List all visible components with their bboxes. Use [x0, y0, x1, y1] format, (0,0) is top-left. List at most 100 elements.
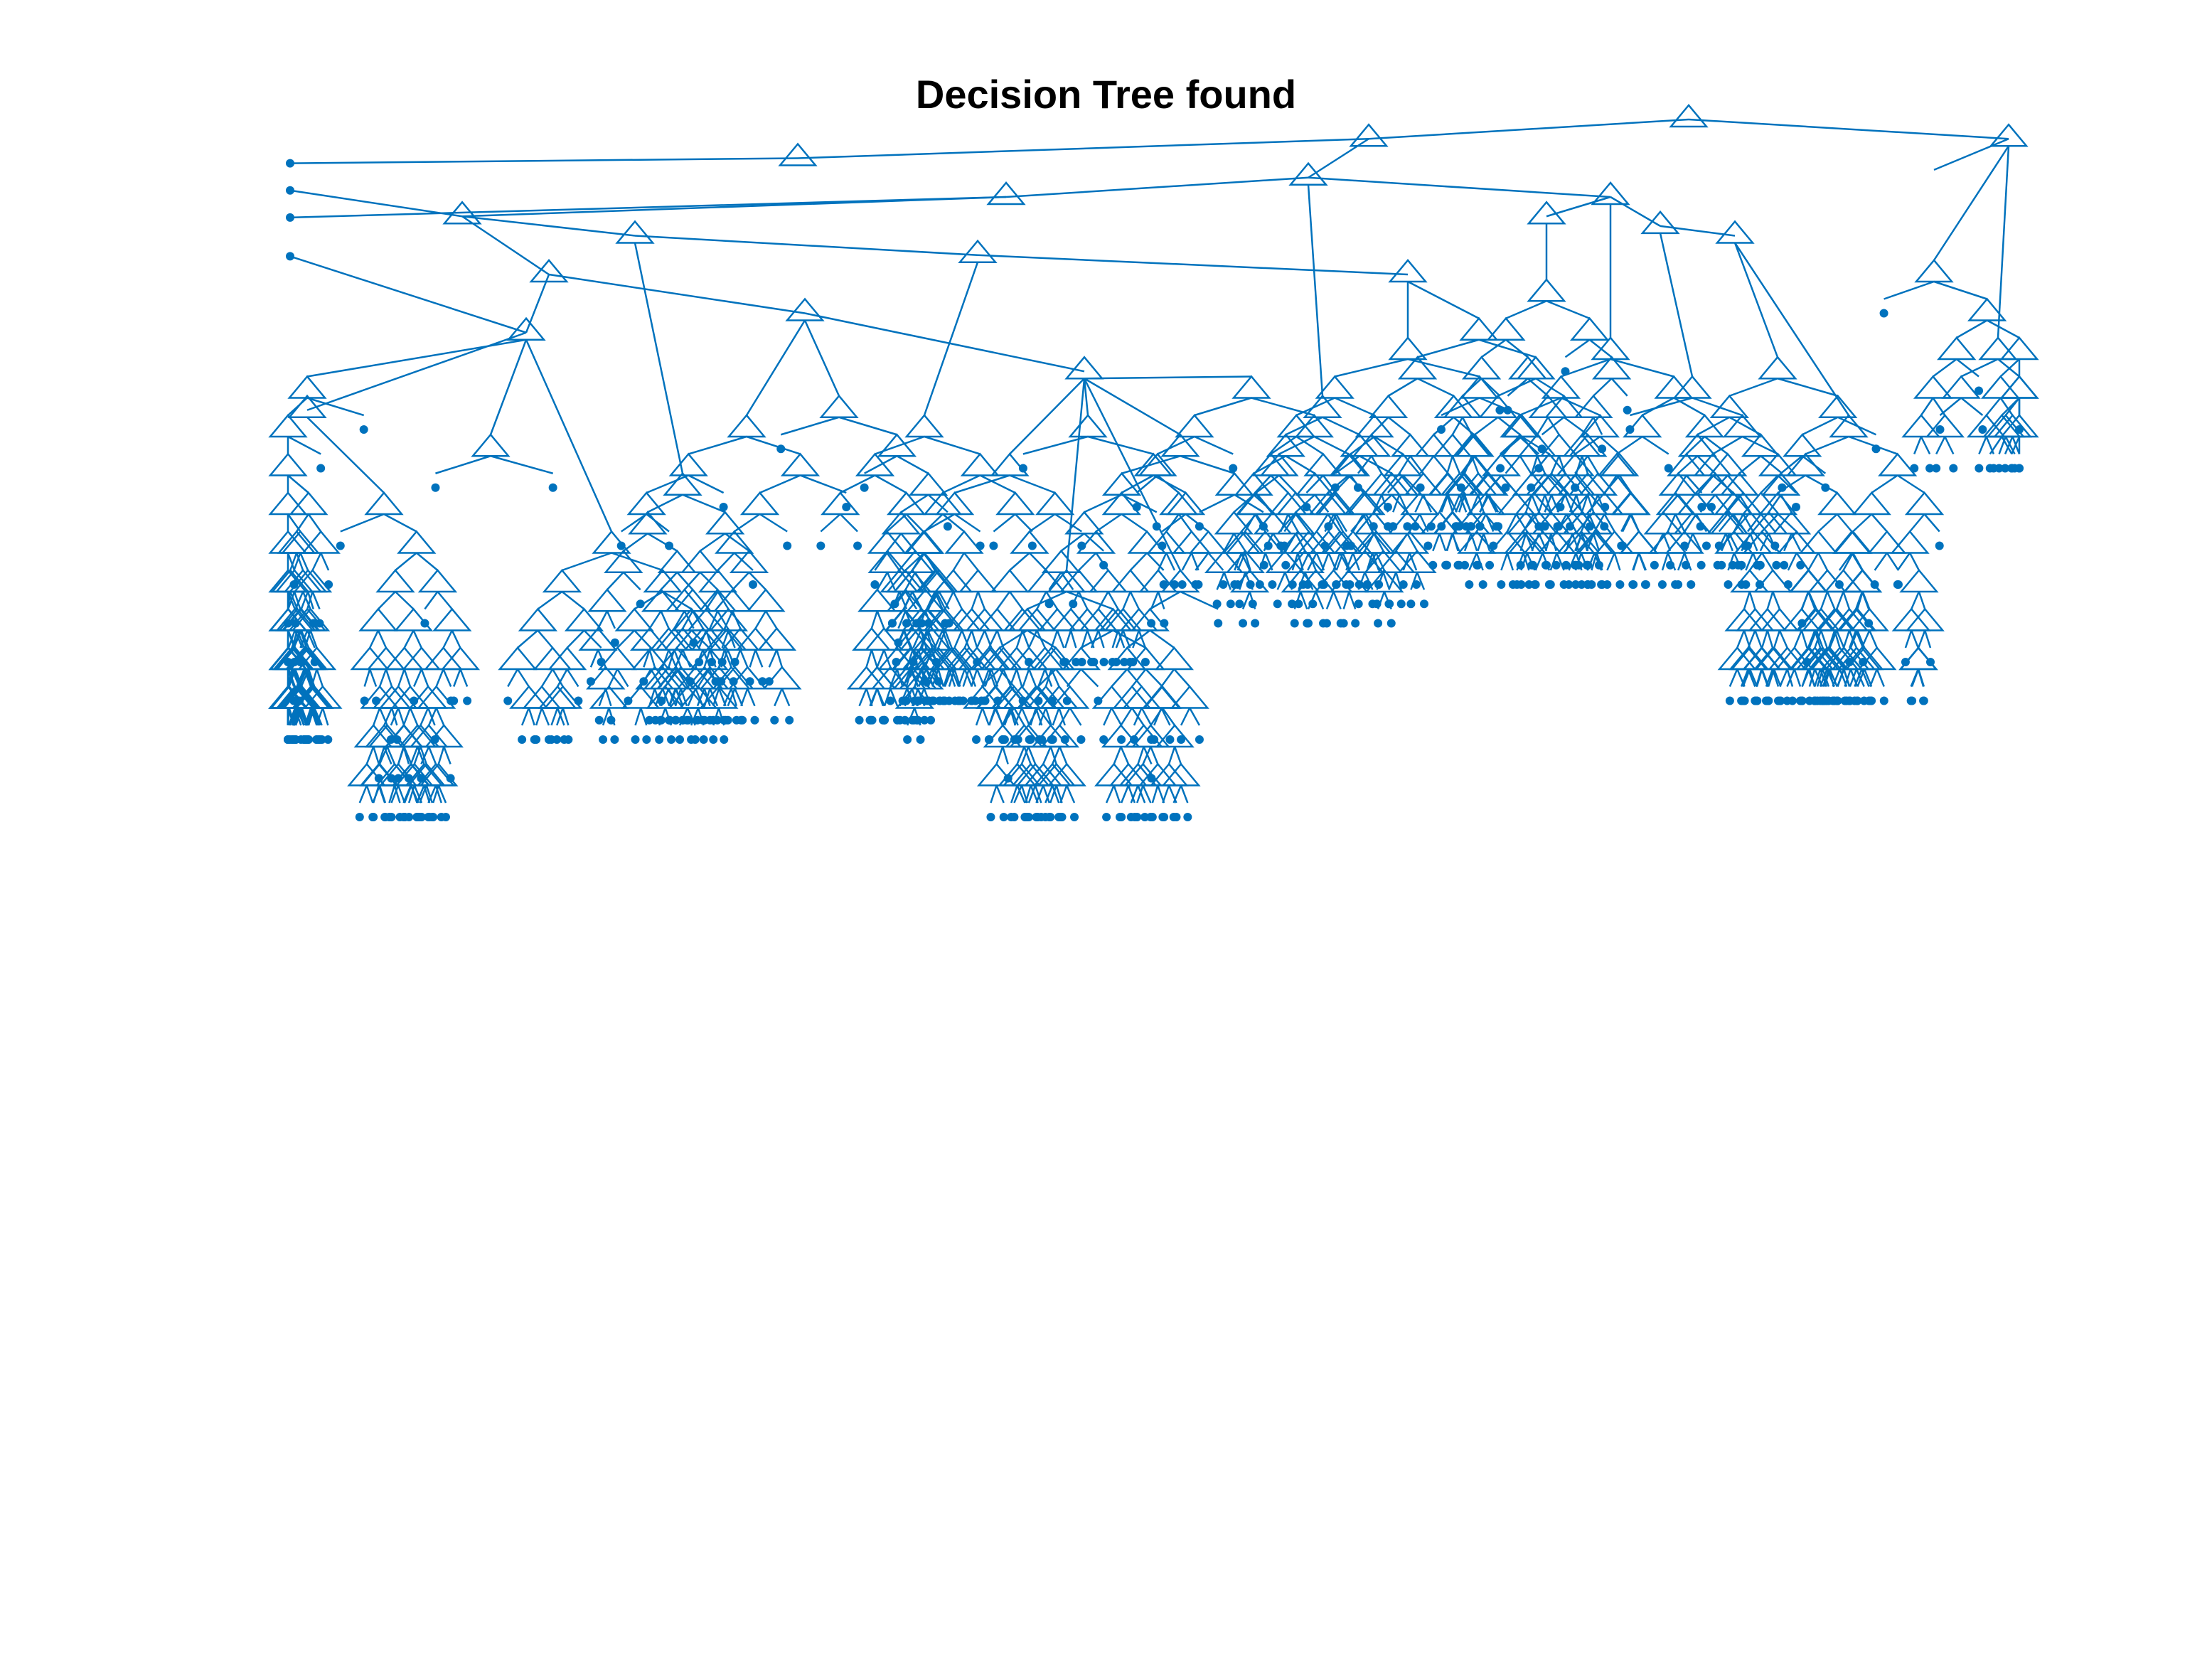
tree-edge — [557, 668, 568, 688]
branch-node — [1364, 569, 1404, 593]
leaf-node — [685, 677, 695, 686]
tree-edge — [1581, 494, 1589, 513]
branch-node — [1459, 316, 1499, 341]
leaf-node — [1780, 560, 1789, 570]
branch-node — [757, 626, 797, 651]
tree-edge — [365, 785, 374, 804]
tree-edge — [774, 688, 783, 707]
branch-node — [1461, 356, 1502, 380]
tree-edge — [1115, 630, 1124, 649]
branch-node — [1160, 569, 1200, 593]
branch-node — [1463, 511, 1504, 535]
tree-edge — [1786, 668, 1795, 687]
tree-edge — [388, 785, 396, 804]
leaf-node — [1752, 696, 1761, 705]
branch-node — [1355, 414, 1394, 438]
leaf-node — [1353, 483, 1362, 492]
tree-edge — [377, 629, 388, 649]
leaf-node — [548, 483, 557, 492]
tree-edge — [1009, 591, 1023, 610]
tree-edge — [1822, 668, 1830, 687]
branch-node — [1149, 762, 1189, 786]
tree-edge — [311, 591, 321, 609]
leaf-node — [695, 658, 704, 666]
branch-node — [664, 588, 705, 612]
tree-edge — [1173, 746, 1182, 764]
tree-edge — [425, 785, 434, 804]
leaf-node — [1351, 619, 1360, 628]
branch-node — [1159, 491, 1199, 516]
tree-edge — [424, 591, 439, 610]
branch-node — [1389, 530, 1430, 554]
tree-edge — [305, 708, 313, 726]
tree-edge — [1564, 338, 1591, 358]
tree-edge — [1342, 591, 1350, 609]
branch-node — [1047, 569, 1086, 593]
branch-node — [1982, 414, 2022, 438]
leaf-node — [1919, 696, 1928, 705]
tree-edge — [1773, 668, 1782, 687]
branch-node — [1330, 452, 1371, 476]
tree-edge — [1021, 708, 1030, 726]
leaf-node — [1302, 503, 1311, 511]
branch-node — [1798, 530, 1839, 554]
leaf-node — [369, 813, 378, 821]
tree-edge — [1020, 746, 1030, 764]
branch-node — [1832, 530, 1872, 554]
leaf-node — [1298, 580, 1308, 589]
tree-edge — [490, 455, 554, 474]
branch-node — [1400, 491, 1440, 516]
tree-edge — [311, 552, 322, 571]
leaf-node — [1026, 735, 1035, 744]
tree-edge — [528, 708, 535, 726]
branch-node — [1527, 201, 1566, 225]
tree-edge — [648, 688, 656, 707]
tree-edge — [634, 708, 642, 726]
tree-edge — [427, 708, 436, 726]
branch-node — [671, 607, 712, 631]
branch-node — [1695, 471, 1735, 496]
branch-node — [424, 724, 464, 748]
tree-edge — [1131, 668, 1147, 688]
leaf-node — [920, 715, 929, 725]
branch-node — [1904, 491, 1945, 516]
branch-node — [1789, 569, 1829, 593]
tree-edge — [1121, 455, 1181, 474]
tree-edge — [1738, 455, 1762, 474]
tree-edge — [1028, 668, 1037, 687]
leaf-node — [910, 696, 919, 705]
tree-edge — [1760, 513, 1776, 533]
leaf-node — [463, 696, 472, 705]
branch-node — [1623, 414, 1662, 438]
tree-edge — [1044, 785, 1054, 804]
tree-edge — [395, 591, 415, 610]
tree-edge — [435, 707, 445, 726]
leaf-node — [1342, 541, 1352, 550]
tree-edge — [461, 215, 550, 276]
leaf-node — [1537, 444, 1546, 454]
tree-edge — [1779, 668, 1788, 687]
leaf-node — [1503, 405, 1512, 415]
branch-node — [1050, 685, 1090, 709]
tree-edge — [961, 630, 971, 649]
branch-node — [1101, 471, 1142, 496]
leaf-node — [1975, 464, 1984, 473]
tree-edge — [1760, 552, 1774, 571]
branch-node — [397, 530, 437, 554]
tree-edge — [1332, 591, 1342, 609]
branch-node — [785, 297, 825, 321]
tree-edge — [927, 668, 936, 687]
leaf-node — [855, 715, 864, 725]
tree-edge — [1480, 338, 1507, 358]
branch-node — [1655, 491, 1695, 516]
leaf-node — [1925, 658, 1935, 666]
leaf-node — [2001, 464, 2010, 473]
leaf-node — [1756, 560, 1765, 570]
tree-edge — [1742, 513, 1754, 533]
branch-node — [1154, 646, 1195, 671]
tree-edge — [1107, 591, 1119, 610]
tree-edge — [606, 610, 616, 629]
tree-edge — [683, 571, 701, 591]
tree-edge — [306, 416, 385, 494]
tree-edge — [299, 630, 309, 649]
